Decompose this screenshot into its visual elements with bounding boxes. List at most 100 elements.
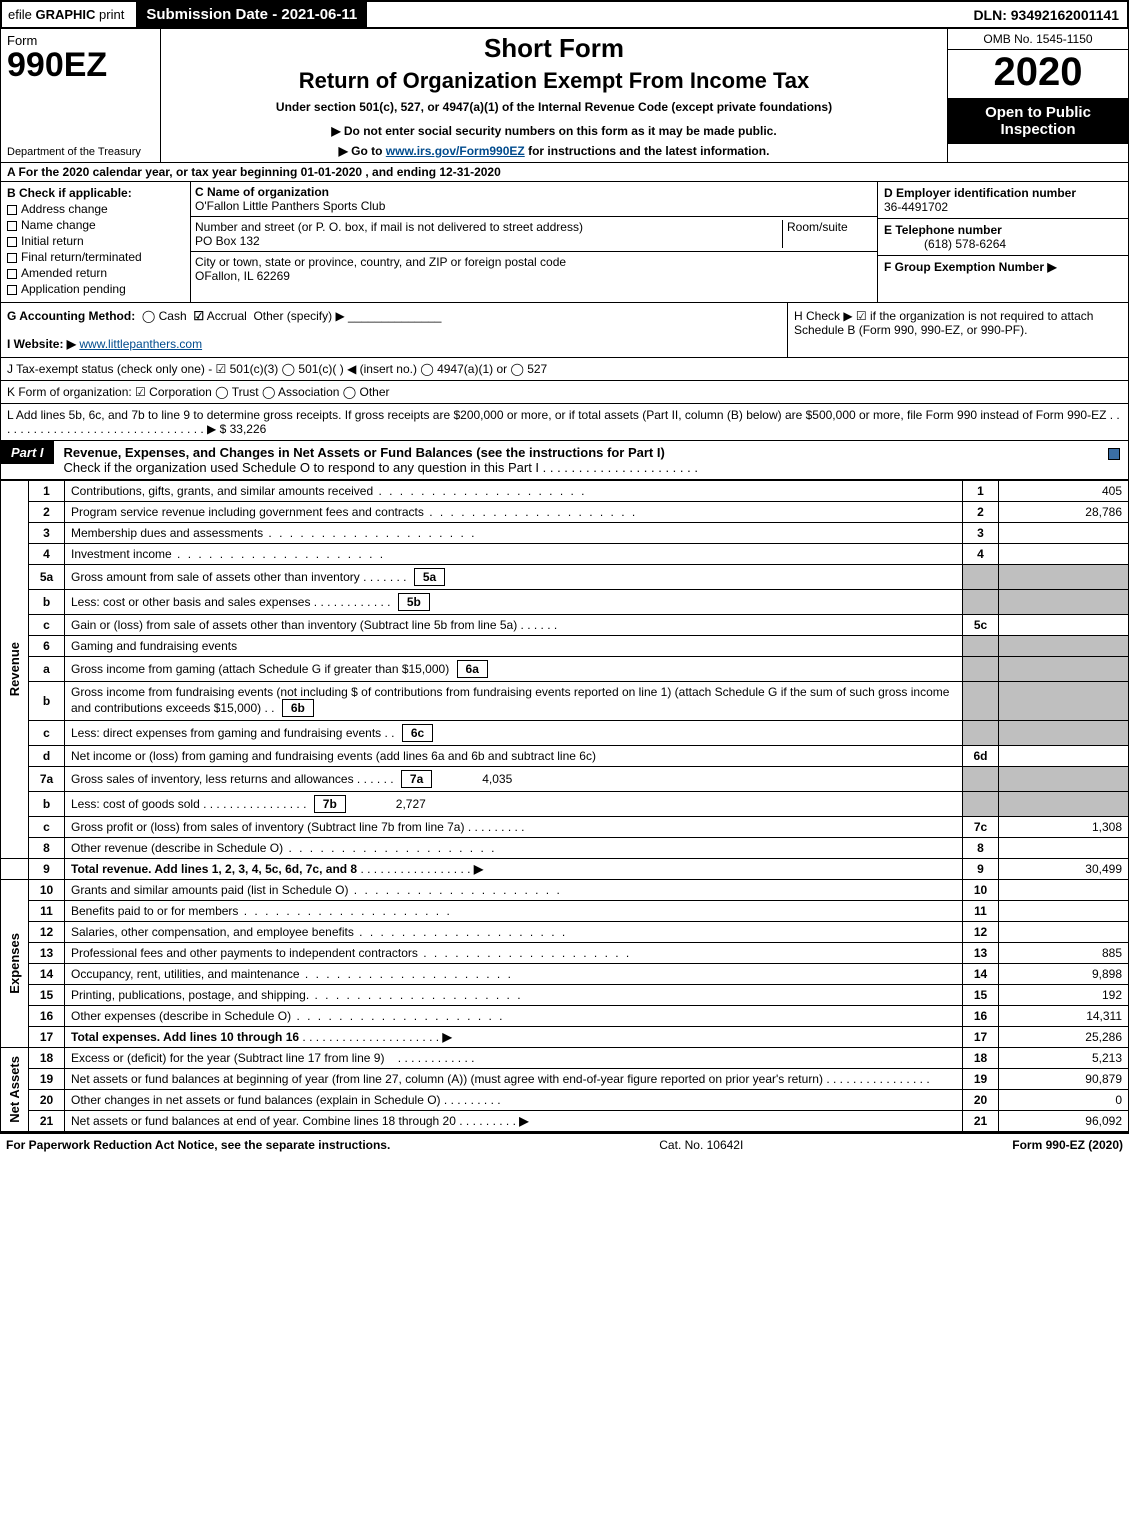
website-link[interactable]: www.littlepanthers.com <box>79 337 202 351</box>
line-value: 90,879 <box>999 1069 1129 1090</box>
line-ref: 6d <box>963 746 999 767</box>
table-row: 17 Total expenses. Add lines 10 through … <box>1 1027 1129 1048</box>
ein-value: 36-4491702 <box>884 200 948 214</box>
subhead-1: Under section 501(c), 527, or 4947(a)(1)… <box>167 100 941 114</box>
efile-prefix: efile <box>8 7 35 22</box>
g-label: G Accounting Method: <box>7 309 135 323</box>
line-ref: 2 <box>963 502 999 523</box>
line-ref: 11 <box>963 901 999 922</box>
checkbox-icon <box>7 285 17 295</box>
line-ref: 4 <box>963 544 999 565</box>
line-desc: Membership dues and assessments <box>65 523 963 544</box>
line-num: 11 <box>29 901 65 922</box>
inline-val: 2,727 <box>350 797 430 811</box>
e-label: E Telephone number <box>884 223 1002 237</box>
checkbox-icon <box>7 205 17 215</box>
header-right: OMB No. 1545-1150 2020 Open to Public In… <box>948 29 1128 162</box>
table-row: Revenue 1 Contributions, gifts, grants, … <box>1 481 1129 502</box>
line-value <box>999 901 1129 922</box>
row-gh: G Accounting Method: ◯ Cash ☑ Accrual Ot… <box>0 303 1129 358</box>
line-ref-shade <box>963 636 999 657</box>
line-num: 6 <box>29 636 65 657</box>
phone-cell: E Telephone number (618) 578-6264 <box>878 219 1128 256</box>
line-value <box>999 615 1129 636</box>
city-cell: City or town, state or province, country… <box>191 252 877 286</box>
line-value: 1,308 <box>999 817 1129 838</box>
inline-box: 7a <box>401 770 432 788</box>
table-row: 4 Investment income 4 <box>1 544 1129 565</box>
check-label: Amended return <box>21 266 107 280</box>
line-value: 30,499 <box>999 859 1129 880</box>
d-label: D Employer identification number <box>884 186 1076 200</box>
line-num: d <box>29 746 65 767</box>
line-ref: 3 <box>963 523 999 544</box>
line-num: 9 <box>29 859 65 880</box>
line-desc: Gross income from gaming (attach Schedul… <box>65 657 963 682</box>
check-label: Application pending <box>21 282 126 296</box>
table-row: a Gross income from gaming (attach Sched… <box>1 657 1129 682</box>
subhead3-post: for instructions and the latest informat… <box>525 144 770 158</box>
check-address-change[interactable]: Address change <box>7 202 184 216</box>
line-num: a <box>29 657 65 682</box>
g-cash: Cash <box>159 309 187 323</box>
arrow-icon: ▶ <box>442 1030 451 1044</box>
line-value: 5,213 <box>999 1048 1129 1069</box>
table-row: 12 Salaries, other compensation, and emp… <box>1 922 1129 943</box>
row-j: J Tax-exempt status (check only one) - ☑… <box>0 358 1129 381</box>
line-ref-shade <box>963 682 999 721</box>
check-final-return[interactable]: Final return/terminated <box>7 250 184 264</box>
arrow-icon: ▶ <box>474 862 483 876</box>
line-value-shade <box>999 767 1129 792</box>
line-num: 20 <box>29 1090 65 1111</box>
line-value <box>999 523 1129 544</box>
line-desc: Investment income <box>65 544 963 565</box>
line-value <box>999 746 1129 767</box>
part-subtitle: Check if the organization used Schedule … <box>64 460 698 475</box>
line-desc: Benefits paid to or for members <box>65 901 963 922</box>
dln: DLN: 93492162001141 <box>965 5 1127 25</box>
department: Department of the Treasury <box>7 146 154 158</box>
efile-label: efile GRAPHIC print <box>2 5 130 24</box>
line-value: 25,286 <box>999 1027 1129 1048</box>
checkbox-icon <box>7 237 17 247</box>
line-ref-shade <box>963 721 999 746</box>
table-row: 16 Other expenses (describe in Schedule … <box>1 1006 1129 1027</box>
schedule-o-check[interactable] <box>1100 441 1128 464</box>
footer-right: Form 990-EZ (2020) <box>1012 1138 1123 1152</box>
efile-bold: GRAPHIC <box>35 7 99 22</box>
netassets-side-label: Net Assets <box>1 1048 29 1132</box>
check-label: Initial return <box>21 234 84 248</box>
arrow-icon: ▶ <box>519 1114 528 1128</box>
table-row: 9 Total revenue. Add lines 1, 2, 3, 4, 5… <box>1 859 1129 880</box>
line-value: 9,898 <box>999 964 1129 985</box>
check-application-pending[interactable]: Application pending <box>7 282 184 296</box>
short-form-title: Short Form <box>167 33 941 64</box>
irs-link[interactable]: www.irs.gov/Form990EZ <box>386 144 525 158</box>
checkbox-icon <box>7 253 17 263</box>
line-value: 0 <box>999 1090 1129 1111</box>
line-value-shade <box>999 721 1129 746</box>
line-value-shade <box>999 636 1129 657</box>
line-desc: Printing, publications, postage, and shi… <box>65 985 963 1006</box>
check-label: Address change <box>21 202 108 216</box>
line-ref: 15 <box>963 985 999 1006</box>
row-k: K Form of organization: ☑ Corporation ◯ … <box>0 381 1129 404</box>
table-row: 13 Professional fees and other payments … <box>1 943 1129 964</box>
line-num: 17 <box>29 1027 65 1048</box>
line-desc: Occupancy, rent, utilities, and maintena… <box>65 964 963 985</box>
line-desc: Professional fees and other payments to … <box>65 943 963 964</box>
check-name-change[interactable]: Name change <box>7 218 184 232</box>
line-desc: Gross income from fundraising events (no… <box>65 682 963 721</box>
revenue-side-label: Revenue <box>1 481 29 859</box>
line-num: 14 <box>29 964 65 985</box>
table-row: 20 Other changes in net assets or fund b… <box>1 1090 1129 1111</box>
line-ref-shade <box>963 657 999 682</box>
checkbox-filled-icon <box>1108 448 1120 460</box>
checkmark-icon: ☑ <box>193 309 204 323</box>
line-ref-shade <box>963 590 999 615</box>
check-initial-return[interactable]: Initial return <box>7 234 184 248</box>
line-value: 14,311 <box>999 1006 1129 1027</box>
line-num: 8 <box>29 838 65 859</box>
check-amended-return[interactable]: Amended return <box>7 266 184 280</box>
line-ref: 14 <box>963 964 999 985</box>
